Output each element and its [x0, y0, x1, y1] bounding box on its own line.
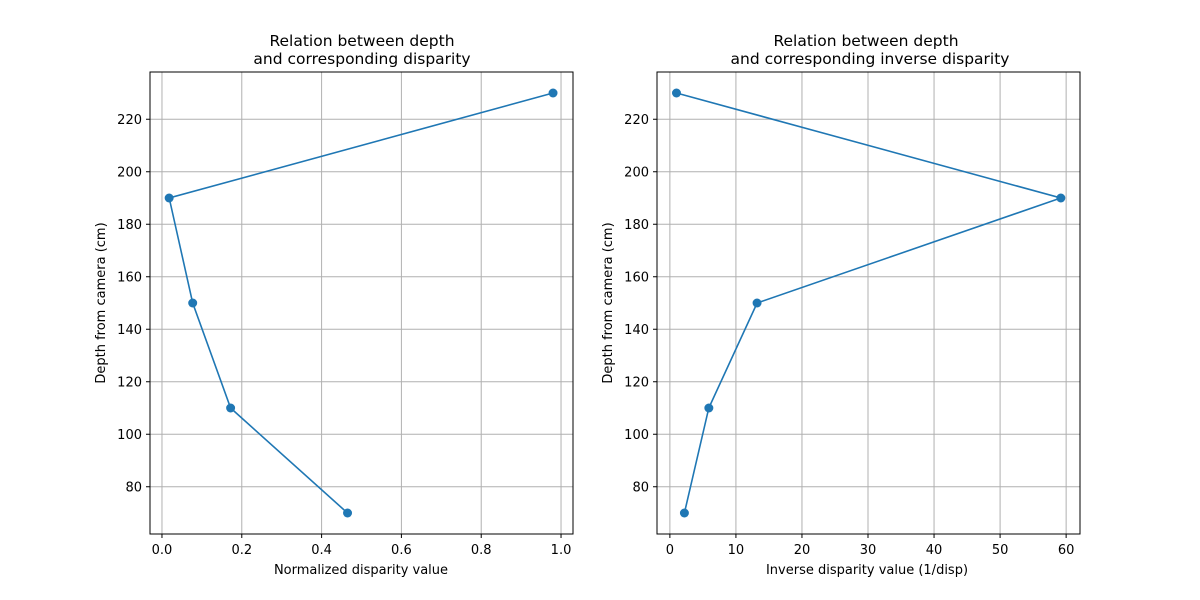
left-plot-series-line — [168, 92, 554, 514]
right-plot-y-tick-label: 180 — [624, 218, 649, 233]
left-plot-data-point — [343, 508, 353, 518]
right-plot-xlabel: Inverse disparity value (1/disp) — [766, 563, 968, 578]
left-plot-grid — [150, 72, 573, 534]
right-plot-ylabel: Depth from camera (cm) — [601, 222, 616, 383]
left-plot-title-line2: and corresponding disparity — [253, 50, 470, 68]
left-plot-frame — [149, 71, 574, 535]
left-plot-data — [164, 88, 558, 518]
right-plot-data-point — [1056, 193, 1066, 203]
right-plot-title-line2: and corresponding inverse disparity — [731, 50, 1010, 68]
left-plot-y-tick-label: 220 — [117, 113, 142, 128]
right-plot-y-tick-label: 220 — [624, 113, 649, 128]
right-plot-x-tick-label: 10 — [728, 543, 745, 558]
left-plot-x-tick-label: 0.6 — [391, 543, 412, 558]
right-plot-x-tick-label: 40 — [926, 543, 943, 558]
left-plot-data-point — [226, 403, 236, 413]
right-plot-x-tick-label: 30 — [860, 543, 877, 558]
left-plot-x-tick-label: 0.4 — [311, 543, 332, 558]
left-plot-x-tick-label: 1.0 — [551, 543, 572, 558]
right-plot-y-tick-label: 80 — [632, 480, 649, 495]
left-plot-x-tick-label: 0.2 — [231, 543, 252, 558]
right-plot-y-tick-label: 160 — [624, 270, 649, 285]
right-plot-x-tick-label: 50 — [992, 543, 1009, 558]
right-plot-y-tick-label: 200 — [624, 165, 649, 180]
left-plot-y-tick-label: 100 — [117, 428, 142, 443]
right-plot-data-point — [679, 508, 689, 518]
left-plot-x-tick-label: 0.0 — [152, 543, 173, 558]
right-plot: Relation between depth and corresponding… — [601, 32, 1081, 578]
right-plot-y-tick-label: 100 — [624, 428, 649, 443]
left-plot-y-tick-label: 120 — [117, 375, 142, 390]
right-plot-x-tick-label: 0 — [666, 543, 674, 558]
right-plot-ticks: 0 10 20 30 40 50 60 80 100 120 140 160 180 200 220 — [624, 113, 1074, 558]
left-plot-y-tick-label: 140 — [117, 323, 142, 338]
left-plot-data-point — [548, 88, 558, 98]
left-plot-y-tick-label: 200 — [117, 165, 142, 180]
right-plot-data-point — [752, 298, 762, 308]
left-plot-data-point — [188, 298, 198, 308]
left-plot-ylabel: Depth from camera (cm) — [94, 222, 109, 383]
right-plot-x-tick-label: 20 — [794, 543, 811, 558]
left-plot-x-tick-label: 0.8 — [471, 543, 492, 558]
right-plot-title-line1: Relation between depth — [773, 32, 958, 50]
right-plot-data-point — [704, 403, 714, 413]
left-plot-y-tick-label: 80 — [125, 480, 142, 495]
right-plot-y-tick-label: 140 — [624, 323, 649, 338]
right-plot-x-tick-label: 60 — [1058, 543, 1075, 558]
right-plot-grid — [657, 72, 1080, 534]
right-plot-frame — [656, 71, 1081, 535]
left-plot-title-line1: Relation between depth — [269, 32, 454, 50]
left-plot-y-tick-label: 180 — [117, 218, 142, 233]
left-plot-y-tick-label: 160 — [117, 270, 142, 285]
right-plot-y-tick-label: 120 — [624, 375, 649, 390]
left-plot-data-point — [164, 193, 174, 203]
right-plot-data-point — [671, 88, 681, 98]
right-plot-data — [671, 88, 1066, 518]
right-plot-series-line — [676, 92, 1064, 514]
left-plot-xlabel: Normalized disparity value — [274, 563, 448, 578]
left-plot-ticks: 0.0 0.2 0.4 0.6 0.8 1.0 80 100 120 140 160 180 200 22… — [117, 113, 571, 558]
left-plot: Relation between depth and corresponding… — [94, 32, 574, 578]
